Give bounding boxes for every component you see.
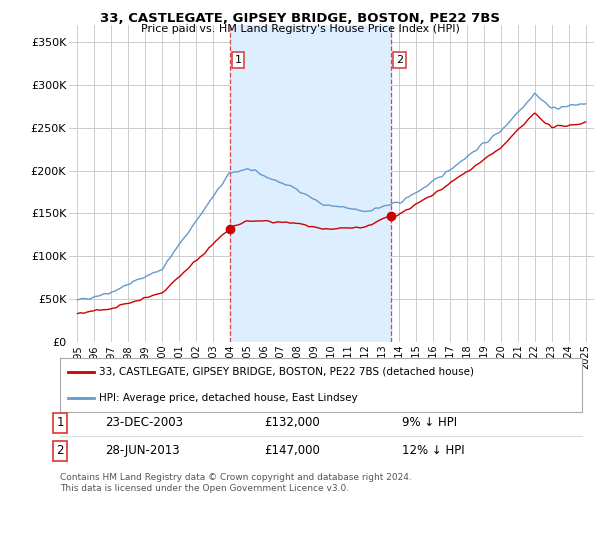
Text: 9% ↓ HPI: 9% ↓ HPI (402, 416, 457, 430)
Text: £147,000: £147,000 (264, 444, 320, 458)
Text: 33, CASTLEGATE, GIPSEY BRIDGE, BOSTON, PE22 7BS: 33, CASTLEGATE, GIPSEY BRIDGE, BOSTON, P… (100, 12, 500, 25)
Text: 2: 2 (396, 55, 403, 65)
Bar (230, 25, 391, 342)
Text: 12% ↓ HPI: 12% ↓ HPI (402, 444, 464, 458)
Text: £132,000: £132,000 (264, 416, 320, 430)
Text: 1: 1 (235, 55, 242, 65)
Text: Price paid vs. HM Land Registry's House Price Index (HPI): Price paid vs. HM Land Registry's House … (140, 24, 460, 34)
Text: HPI: Average price, detached house, East Lindsey: HPI: Average price, detached house, East… (99, 393, 358, 403)
Text: 23-DEC-2003: 23-DEC-2003 (105, 416, 183, 430)
Text: 2: 2 (56, 444, 64, 458)
Text: Contains HM Land Registry data © Crown copyright and database right 2024.: Contains HM Land Registry data © Crown c… (60, 473, 412, 482)
Text: 33, CASTLEGATE, GIPSEY BRIDGE, BOSTON, PE22 7BS (detached house): 33, CASTLEGATE, GIPSEY BRIDGE, BOSTON, P… (99, 367, 474, 377)
Text: This data is licensed under the Open Government Licence v3.0.: This data is licensed under the Open Gov… (60, 484, 349, 493)
Text: 28-JUN-2013: 28-JUN-2013 (105, 444, 179, 458)
Text: 1: 1 (56, 416, 64, 430)
